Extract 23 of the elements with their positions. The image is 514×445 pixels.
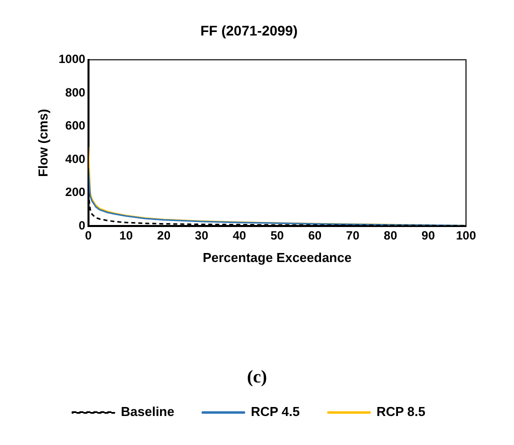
text: (c) [247,366,267,387]
x-tick-label: 20 [157,228,171,243]
x-tick-label: 10 [119,228,134,243]
y-tick-label: 600 [65,118,86,133]
y-tick-label: 1000 [58,52,86,66]
x-tick-label: 100 [456,228,476,243]
x-tick-label: 70 [346,228,360,243]
y-tick-label: 800 [65,85,86,100]
x-tick-label: 50 [270,228,284,243]
chart-title: FF (2071-2099) [200,22,298,38]
legend-label: Baseline [120,404,174,420]
x-tick-label: 40 [232,228,246,243]
y-tick-label: 400 [65,152,86,166]
x-tick-label: 30 [194,228,209,243]
legend-label: RCP 4.5 [250,404,300,420]
y-tick-label: 0 [78,218,86,232]
y-tick-label: 200 [65,185,86,200]
y-axis-title: Flow (cms) [35,108,50,177]
x-tick-label: 80 [384,228,398,243]
legend-label: RCP 8.5 [376,404,426,420]
x-tick-label: 90 [422,228,436,243]
x-tick-label: 60 [308,228,322,243]
x-axis-title: Percentage Exceedance [202,250,352,265]
